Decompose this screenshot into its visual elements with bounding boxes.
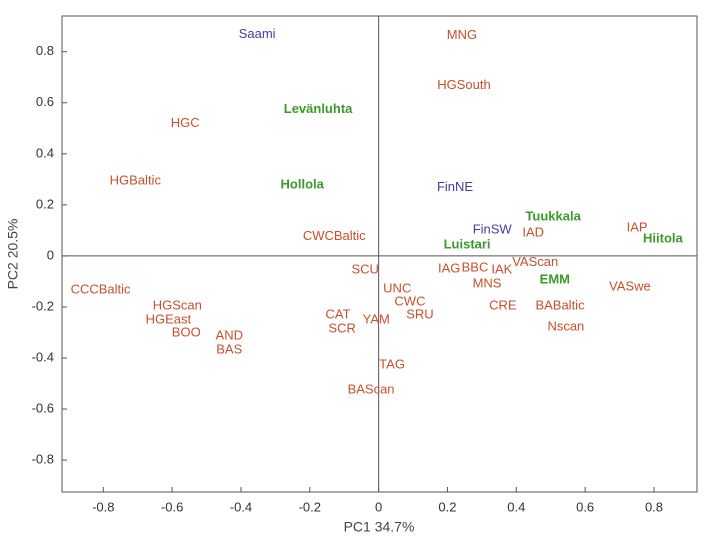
point-label: HGScan [153, 297, 202, 312]
point-label: HGSouth [437, 77, 490, 92]
point-label: HGBaltic [110, 172, 162, 187]
point-label: Nscan [547, 318, 584, 333]
point-label: Luistari [444, 236, 491, 251]
point-label: AND [216, 327, 243, 342]
y-tick-label: 0.2 [36, 196, 54, 211]
point-label: CWC [394, 293, 425, 308]
x-tick-label: -0.2 [299, 499, 321, 514]
y-tick-label: 0.8 [36, 43, 54, 58]
point-label: CRE [489, 297, 517, 312]
y-axis-title: PC2 20.5% [5, 219, 21, 290]
y-tick-label: 0.6 [36, 94, 54, 109]
x-tick-label: 0.8 [645, 499, 663, 514]
x-tick-label: 0.2 [438, 499, 456, 514]
point-label: Tuukkala [525, 208, 581, 223]
point-label: CCCBaltic [71, 281, 131, 296]
y-tick-label: -0.2 [32, 298, 54, 313]
point-label: SCU [351, 261, 378, 276]
point-label: VASwe [609, 278, 651, 293]
point-label: BAScan [348, 381, 395, 396]
point-label: IAP [627, 219, 648, 234]
x-tick-label: -0.6 [161, 499, 183, 514]
x-tick-label: 0 [375, 499, 382, 514]
y-tick-label: -0.4 [32, 349, 54, 364]
x-tick-label: -0.8 [92, 499, 114, 514]
point-label: HGEast [146, 311, 192, 326]
point-label: EMM [540, 271, 570, 286]
point-label: Hiitola [643, 230, 683, 245]
point-label: Saami [239, 26, 276, 41]
point-label: HGC [171, 115, 200, 130]
point-label: Hollola [281, 176, 325, 191]
x-tick-label: 0.6 [576, 499, 594, 514]
point-label: CAT [326, 306, 351, 321]
point-label: BBC [462, 259, 489, 274]
point-label: MNG [447, 27, 477, 42]
point-label: Levänluhta [284, 101, 353, 116]
y-tick-label: -0.8 [32, 452, 54, 467]
point-label: YAM [363, 311, 390, 326]
point-label: IAK [491, 261, 512, 276]
y-tick-label: 0 [47, 247, 54, 262]
point-label: CWCBaltic [303, 228, 366, 243]
point-label: VAScan [512, 254, 558, 269]
point-label: FinSW [473, 221, 513, 236]
point-label: BAS [216, 342, 242, 357]
point-label: SCR [328, 320, 355, 335]
point-label: IAG [438, 260, 460, 275]
point-label: BABaltic [535, 297, 585, 312]
plot-frame [61, 15, 698, 493]
x-tick-label: 0.4 [507, 499, 525, 514]
x-tick-label: -0.4 [230, 499, 252, 514]
y-tick-label: -0.6 [32, 400, 54, 415]
point-label: IAD [522, 224, 544, 239]
x-axis-title: PC1 34.7% [344, 519, 415, 535]
point-label: UNC [383, 280, 411, 295]
point-label: MNS [473, 275, 502, 290]
point-label: TAG [379, 356, 405, 371]
point-label: SRU [406, 306, 433, 321]
y-tick-label: 0.4 [36, 145, 54, 160]
point-label: BOO [172, 324, 201, 339]
point-label: FinNE [437, 179, 473, 194]
